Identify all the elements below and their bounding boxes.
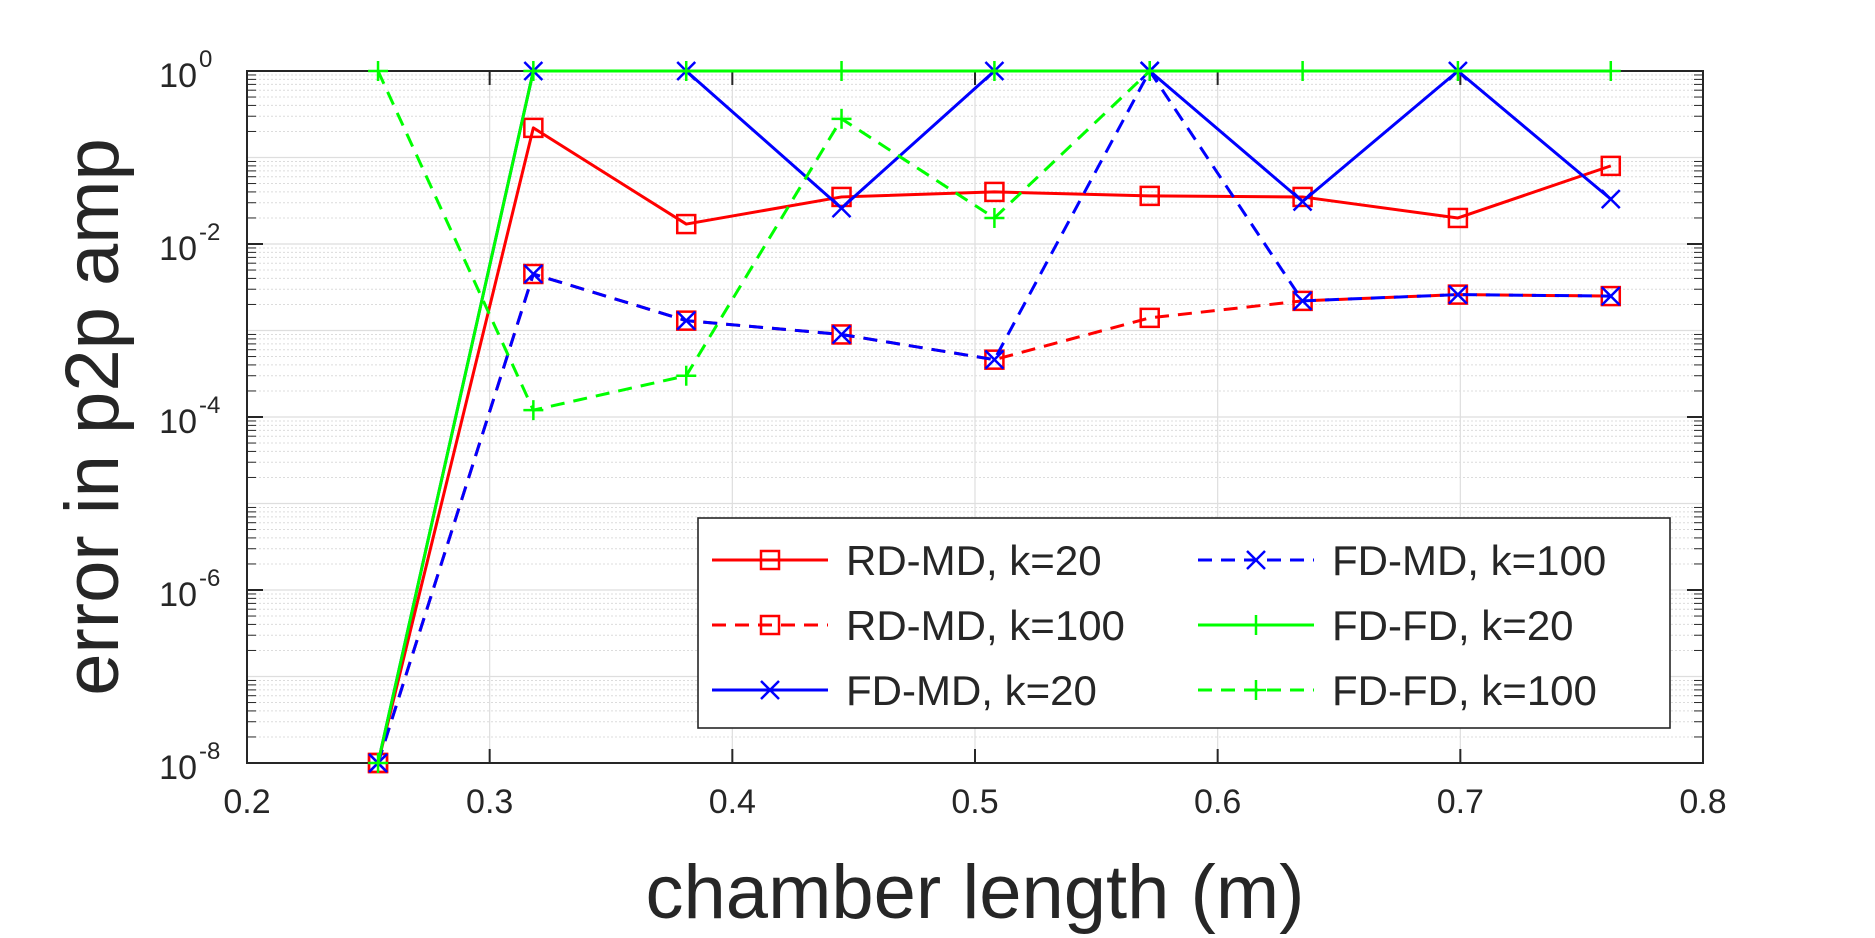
legend-label: FD-FD, k=20 (1332, 602, 1574, 649)
data-point (368, 753, 389, 773)
axis-ticks (246, 70, 1704, 764)
data-point (523, 400, 544, 421)
y-tick-base: 10 (159, 403, 197, 441)
data-point (1600, 61, 1621, 81)
data-point (1292, 191, 1313, 212)
data-point (984, 61, 1005, 81)
data-point (523, 264, 544, 284)
legend-label: RD-MD, k=20 (846, 537, 1102, 584)
data-point (1448, 284, 1468, 305)
data-point (1292, 61, 1313, 81)
legend-label: RD-MD, k=100 (846, 602, 1125, 649)
y-tick-label: 10 0 (159, 46, 212, 95)
data-point (1292, 186, 1313, 208)
legend-item: FD-FD, k=20 (1198, 602, 1574, 649)
data-point (831, 186, 852, 208)
y-tick-exponent: 0 (199, 46, 212, 73)
series-line (376, 69, 1151, 412)
y-tick-label: 10 -6 (159, 565, 220, 614)
legend-marker (759, 549, 781, 571)
data-point (1139, 307, 1160, 329)
data-point (1447, 207, 1469, 229)
y-tick-base: 10 (159, 749, 197, 787)
x-axis-title: chamber length (m) (646, 850, 1305, 935)
data-point (1139, 185, 1160, 207)
legend-item: RD-MD, k=20 (712, 537, 1102, 584)
legend-marker (1246, 550, 1266, 570)
legend-marker (759, 614, 781, 636)
y-tick-label: 10 -8 (159, 738, 220, 787)
data-point (984, 181, 1005, 203)
legend-marker (760, 680, 780, 700)
legend-box (697, 517, 1671, 729)
legend-item: FD-MD, k=100 (1198, 537, 1606, 584)
data-point (831, 324, 852, 345)
series-fd-fd-k-20 (368, 61, 1621, 773)
x-tick-label: 0.6 (1194, 783, 1241, 821)
data-point (984, 207, 1005, 228)
x-tick-label: 0.7 (1437, 783, 1484, 821)
data-point (675, 310, 697, 331)
y-tick-exponent: -6 (199, 565, 220, 592)
series-fd-fd-k-100 (368, 61, 1160, 421)
x-tick-label: 0.4 (709, 783, 756, 821)
x-tick-label: 0.2 (223, 783, 270, 821)
legend-item: RD-MD, k=100 (712, 602, 1125, 649)
data-point (831, 198, 852, 218)
data-point (1447, 61, 1468, 81)
data-point (676, 61, 697, 81)
y-tick-exponent: -2 (199, 219, 220, 246)
data-point (831, 108, 852, 129)
data-point (676, 310, 697, 331)
data-point (523, 117, 544, 139)
data-point (984, 349, 1005, 370)
y-axis-title: error in p2p amp (50, 138, 135, 696)
legend-marker (1246, 680, 1266, 700)
y-tick-label: 10 -2 (159, 219, 220, 268)
series-layer (367, 61, 1622, 774)
data-point (1600, 155, 1622, 177)
y-tick-base: 10 (159, 57, 197, 95)
series-line (376, 69, 1611, 764)
data-point (1292, 290, 1313, 311)
y-tick-label: 10 -4 (159, 392, 220, 441)
data-point (523, 61, 544, 81)
legend-label: FD-MD, k=100 (1332, 537, 1606, 584)
data-point (1600, 286, 1621, 306)
data-point (523, 263, 544, 285)
x-tick-label: 0.5 (951, 783, 998, 821)
data-point (1139, 61, 1160, 81)
legend-label: FD-FD, k=100 (1332, 667, 1597, 714)
legend-marker (1246, 615, 1266, 635)
data-point (368, 61, 389, 81)
legend-item: FD-FD, k=100 (1198, 667, 1597, 714)
y-tick-exponent: -8 (199, 738, 220, 765)
x-tick-label: 0.3 (466, 783, 513, 821)
data-point (831, 61, 852, 81)
data-point (676, 365, 697, 386)
x-tick-labels: 0.2 0.3 0.4 0.5 0.6 0.7 0.8 (223, 783, 1726, 821)
series-line (376, 126, 1612, 764)
x-tick-label: 0.8 (1679, 783, 1726, 821)
y-tick-base: 10 (159, 230, 197, 268)
series-rd-md-k-20 (367, 117, 1622, 774)
legend-item: FD-MD, k=20 (712, 667, 1097, 714)
legend: RD-MD, k=20 FD-MD, k=100 RD-MD, k=100 FD-FD… (697, 517, 1671, 729)
data-point (675, 213, 697, 235)
y-tick-exponent: -4 (199, 392, 220, 419)
data-point (1600, 189, 1621, 210)
legend-label: FD-MD, k=20 (846, 667, 1097, 714)
y-tick-base: 10 (159, 576, 197, 614)
